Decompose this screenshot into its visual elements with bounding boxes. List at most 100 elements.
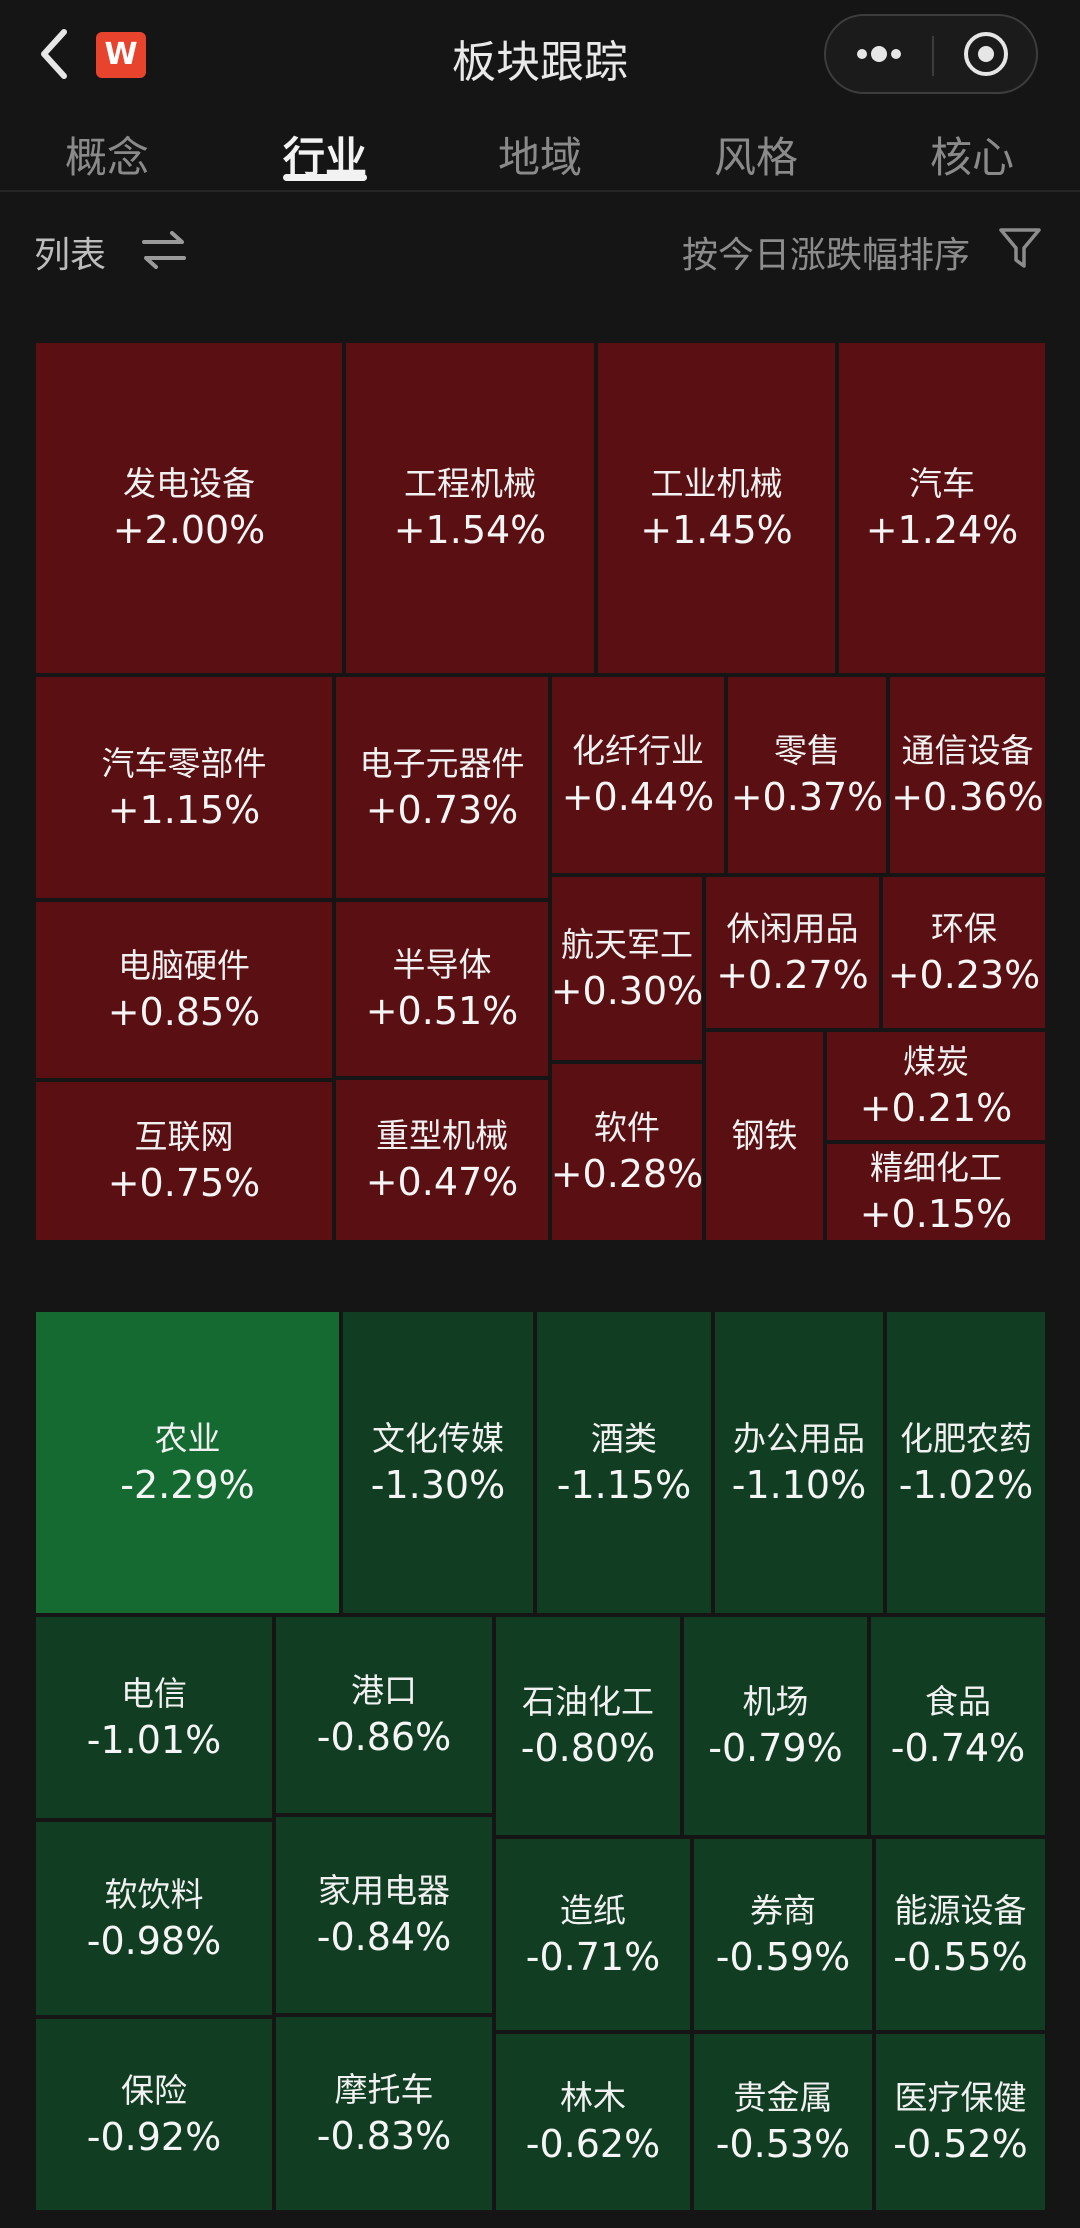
sector-name: 家用电器 xyxy=(318,1871,450,1910)
tab-region[interactable]: 地域 xyxy=(497,133,582,182)
gainer-sector-tile[interactable]: 软件 +0.28% xyxy=(550,1062,704,1242)
gainer-sector-tile[interactable]: 电子元器件 +0.73% xyxy=(334,675,550,900)
loser-sector-tile[interactable]: 券商 -0.59% xyxy=(692,1837,874,2032)
loser-sector-tile[interactable]: 医疗保健 -0.52% xyxy=(874,2032,1047,2212)
loser-sector-tile[interactable]: 贵金属 -0.53% xyxy=(692,2032,874,2212)
more-button[interactable] xyxy=(826,16,932,92)
sector-change: +0.15% xyxy=(859,1192,1013,1236)
gainer-sector-tile[interactable]: 互联网 +0.75% xyxy=(34,1080,334,1242)
sector-name: 通信设备 xyxy=(901,731,1034,770)
gainer-sector-tile[interactable]: 汽车 +1.24% xyxy=(837,341,1047,675)
loser-sector-tile[interactable]: 化肥农药 -1.02% xyxy=(885,1310,1047,1615)
tab-industry[interactable]: 行业 xyxy=(282,133,367,182)
back-button[interactable] xyxy=(32,24,78,84)
app-logo: W xyxy=(96,32,146,78)
sector-name: 休闲用品 xyxy=(726,908,859,948)
sort-option[interactable]: 按今日涨跌幅排序 xyxy=(681,235,970,276)
sector-name: 机场 xyxy=(742,1682,809,1721)
sector-change: -0.59% xyxy=(715,1934,851,1979)
gainer-sector-tile[interactable]: 电脑硬件 +0.85% xyxy=(34,900,334,1080)
loser-sector-tile[interactable]: 农业 -2.29% xyxy=(34,1310,341,1615)
loser-sector-tile[interactable]: 林木 -0.62% xyxy=(494,2032,692,2212)
loser-sector-tile[interactable]: 港口 -0.86% xyxy=(274,1615,494,1815)
category-tabs: 概念 行业 地域 风格 核心 xyxy=(0,108,1080,192)
target-icon xyxy=(964,32,1008,76)
sector-name: 化肥农药 xyxy=(900,1418,1032,1458)
sector-name: 化纤行业 xyxy=(572,731,704,770)
swap-arrows-icon xyxy=(142,231,186,269)
loser-sector-tile[interactable]: 机场 -0.79% xyxy=(682,1615,869,1837)
sector-change: +0.73% xyxy=(365,787,519,832)
close-miniprogram-button[interactable] xyxy=(934,16,1038,92)
loser-sector-tile[interactable]: 办公用品 -1.10% xyxy=(713,1310,885,1615)
loser-sector-tile[interactable]: 软饮料 -0.98% xyxy=(34,1820,274,2017)
sector-name: 能源设备 xyxy=(894,1890,1027,1930)
loser-sector-tile[interactable]: 文化传媒 -1.30% xyxy=(341,1310,535,1615)
sector-change: -0.53% xyxy=(715,2122,851,2166)
tab-core[interactable]: 核心 xyxy=(929,133,1014,182)
loser-sector-tile[interactable]: 保险 -0.92% xyxy=(34,2017,274,2212)
sector-change: -0.74% xyxy=(890,1726,1026,1770)
loser-sector-tile[interactable]: 能源设备 -0.55% xyxy=(874,1837,1047,2032)
gainer-sector-tile[interactable]: 半导体 +0.51% xyxy=(334,900,550,1078)
loser-sector-tile[interactable]: 石油化工 -0.80% xyxy=(494,1615,682,1837)
loser-sector-tile[interactable]: 酒类 -1.15% xyxy=(535,1310,713,1615)
gainer-sector-tile[interactable]: 汽车零部件 +1.15% xyxy=(34,675,334,900)
gainer-sector-tile[interactable]: 工业机械 +1.45% xyxy=(596,341,837,675)
loser-sector-tile[interactable]: 电信 -1.01% xyxy=(34,1615,274,1820)
sector-name: 零售 xyxy=(774,731,840,770)
gainer-sector-tile[interactable]: 航天军工 +0.30% xyxy=(550,875,704,1062)
sector-change: +1.24% xyxy=(865,508,1019,552)
sector-change: -0.71% xyxy=(525,1934,661,1979)
gainer-sector-tile[interactable]: 化纤行业 +0.44% xyxy=(550,675,726,875)
tab-style[interactable]: 风格 xyxy=(713,133,798,182)
sector-name: 环保 xyxy=(931,908,997,948)
view-mode-label[interactable]: 列表 xyxy=(34,235,107,276)
sector-name: 农业 xyxy=(154,1418,221,1458)
sector-change: +0.21% xyxy=(859,1086,1013,1130)
sector-change: +0.75% xyxy=(107,1161,261,1205)
sector-change: +1.54% xyxy=(393,508,547,552)
sector-name: 造纸 xyxy=(560,1890,626,1930)
gainer-sector-tile[interactable]: 煤炭 +0.21% xyxy=(825,1030,1047,1142)
loser-sector-tile[interactable]: 食品 -0.74% xyxy=(869,1615,1047,1837)
sector-change: -1.10% xyxy=(731,1462,867,1507)
sector-change: +1.45% xyxy=(640,508,793,552)
sector-name: 电脑硬件 xyxy=(118,946,250,985)
sector-change: +0.47% xyxy=(365,1160,519,1204)
gainer-sector-tile[interactable]: 精细化工 +0.15% xyxy=(825,1142,1047,1242)
top-bar: W 板块跟踪 xyxy=(0,0,1080,108)
filter-button[interactable] xyxy=(998,226,1042,272)
toolbar: 列表 按今日涨跌幅排序 xyxy=(0,210,1080,290)
sector-change: -0.84% xyxy=(316,1915,452,1959)
gainer-sector-tile[interactable]: 通信设备 +0.36% xyxy=(888,675,1047,875)
sector-change: -0.62% xyxy=(525,2122,661,2166)
gainer-sector-tile[interactable]: 休闲用品 +0.27% xyxy=(704,875,881,1030)
sector-change: +0.28% xyxy=(550,1152,704,1196)
loser-sector-tile[interactable]: 家用电器 -0.84% xyxy=(274,1815,494,2015)
sector-name: 软件 xyxy=(594,1108,660,1147)
sector-name: 文化传媒 xyxy=(372,1418,504,1458)
active-tab-indicator xyxy=(283,174,367,181)
loser-sector-tile[interactable]: 摩托车 -0.83% xyxy=(274,2015,494,2212)
gainer-sector-tile[interactable]: 重型机械 +0.47% xyxy=(334,1078,550,1242)
sector-change: +0.36% xyxy=(891,775,1044,819)
sector-change: -2.29% xyxy=(120,1462,255,1507)
sector-name: 办公用品 xyxy=(733,1418,865,1458)
gainer-sector-tile[interactable]: 环保 +0.23% xyxy=(881,875,1047,1030)
gainer-sector-tile[interactable]: 零售 +0.37% xyxy=(726,675,888,875)
view-switch-button[interactable] xyxy=(140,228,188,272)
sector-change: -0.83% xyxy=(316,2113,452,2158)
mini-program-capsule xyxy=(824,14,1038,94)
gainer-sector-tile[interactable]: 工程机械 +1.54% xyxy=(344,341,596,675)
gainer-sector-tile[interactable]: 发电设备 +2.00% xyxy=(34,341,344,675)
loser-sector-tile[interactable]: 造纸 -0.71% xyxy=(494,1837,692,2032)
sector-name: 航天军工 xyxy=(561,924,693,964)
sector-change: -1.01% xyxy=(86,1717,222,1762)
sector-name: 券商 xyxy=(750,1890,816,1930)
sector-change: -0.98% xyxy=(86,1918,222,1963)
sector-name: 汽车零部件 xyxy=(101,743,267,783)
tab-concept[interactable]: 概念 xyxy=(64,133,149,182)
sector-change: +0.23% xyxy=(887,952,1041,997)
gainer-sector-tile[interactable]: 钢铁 xyxy=(704,1030,825,1242)
